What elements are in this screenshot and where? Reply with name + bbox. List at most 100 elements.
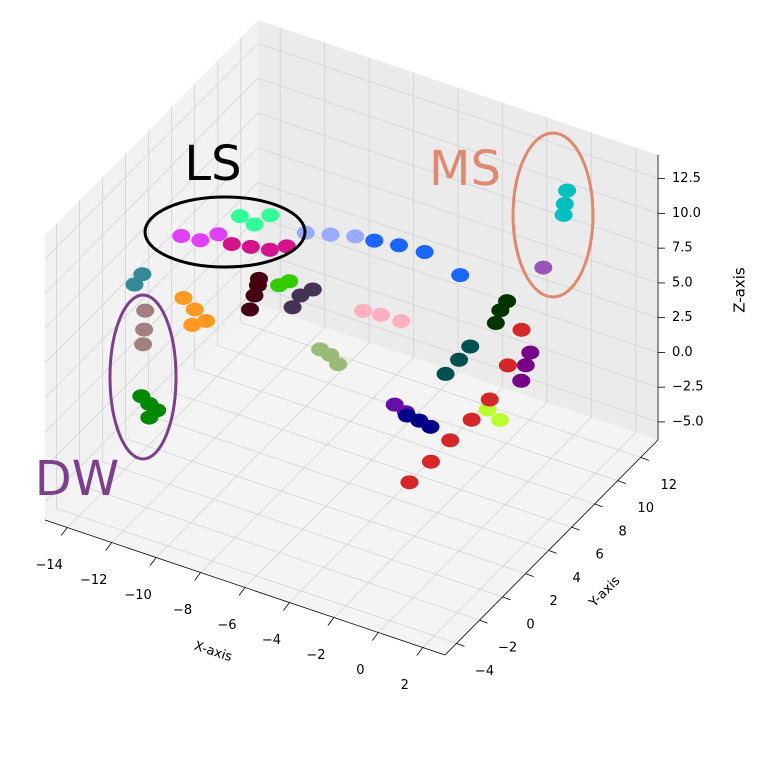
annotation-label: DW xyxy=(35,451,119,507)
annotations: LS MS DW xyxy=(35,131,595,507)
y-tick xyxy=(617,480,626,485)
point xyxy=(392,314,411,329)
y-tick-label: 0 xyxy=(526,617,534,632)
annotation-ellipse xyxy=(108,293,178,461)
annotation-ellipse xyxy=(143,195,307,269)
x-tick xyxy=(105,542,112,551)
point xyxy=(512,373,531,388)
point xyxy=(196,313,215,328)
y-tick xyxy=(502,596,511,601)
points xyxy=(125,183,577,490)
grid-line xyxy=(194,368,595,505)
point xyxy=(132,389,151,404)
x-tick xyxy=(238,587,246,596)
x-tick xyxy=(60,527,68,536)
y-tick-label: 8 xyxy=(619,524,627,539)
x-tick xyxy=(327,617,335,626)
point xyxy=(174,290,193,305)
point xyxy=(554,207,573,222)
panes xyxy=(45,20,658,655)
point xyxy=(140,410,159,425)
x-tick-label: −4 xyxy=(262,633,281,648)
point xyxy=(521,345,540,360)
point xyxy=(365,233,384,248)
point xyxy=(283,300,302,315)
point xyxy=(136,303,155,318)
grid-line xyxy=(422,432,637,648)
grid-line xyxy=(148,415,549,551)
grid xyxy=(44,27,659,648)
z-tick-label: 10.0 xyxy=(672,206,701,221)
point xyxy=(346,229,365,244)
z-axis-label: Z-axis xyxy=(731,267,749,313)
z-tick-label: −5.0 xyxy=(672,414,704,429)
x-tick-label: −12 xyxy=(80,573,107,588)
grid-line xyxy=(240,322,641,458)
point xyxy=(441,433,460,448)
z-tick-label: 12.5 xyxy=(672,171,701,186)
x-tick-label: −8 xyxy=(173,603,192,618)
z-tick-label: 2.5 xyxy=(672,310,693,325)
point xyxy=(222,237,241,252)
z-tick-label: 0.0 xyxy=(672,345,693,360)
point xyxy=(133,267,152,282)
point xyxy=(498,358,517,373)
point xyxy=(415,245,434,260)
z-tick-label: −2.5 xyxy=(672,380,704,395)
point xyxy=(436,366,455,381)
grid-line xyxy=(378,417,592,633)
x-tick-label: 0 xyxy=(356,663,364,678)
point xyxy=(491,412,510,427)
grid-line xyxy=(257,147,659,284)
x-tick-label: −10 xyxy=(124,588,151,603)
point xyxy=(329,357,348,372)
annotation-label: MS xyxy=(429,141,501,197)
grid-line xyxy=(200,357,414,573)
point xyxy=(191,233,210,248)
annotation-ellipse xyxy=(511,131,595,299)
grid-line xyxy=(125,438,526,575)
grid-line xyxy=(44,147,259,364)
point xyxy=(241,302,260,317)
grid-line xyxy=(79,484,480,621)
y-tick-label: 2 xyxy=(549,594,557,609)
point xyxy=(389,238,408,253)
y-tick xyxy=(594,503,603,508)
z-tick-label: 7.5 xyxy=(672,241,693,256)
annotation-label: LS xyxy=(184,136,241,192)
grid-line xyxy=(217,345,618,482)
axis-line xyxy=(44,519,446,656)
point xyxy=(421,454,440,469)
y-tick-label: −2 xyxy=(498,641,517,656)
point xyxy=(534,260,553,275)
pane-left xyxy=(45,20,258,520)
point xyxy=(280,274,299,289)
y-tick xyxy=(479,619,488,624)
point xyxy=(248,278,267,293)
x-tick-label: −2 xyxy=(306,648,325,663)
point xyxy=(241,239,260,254)
point xyxy=(183,317,202,332)
point xyxy=(354,303,373,318)
point xyxy=(311,342,330,357)
y-tick xyxy=(525,573,534,578)
x-axis-label: X-axis xyxy=(192,639,234,665)
grid-line xyxy=(56,507,457,644)
grid-line xyxy=(44,43,259,259)
grid-line xyxy=(257,43,659,180)
point xyxy=(558,183,577,198)
grid-line xyxy=(44,217,259,433)
point xyxy=(421,419,440,434)
point xyxy=(498,294,517,309)
grid-line xyxy=(102,461,503,598)
point xyxy=(230,209,249,224)
x-tick xyxy=(416,647,424,656)
grid-line xyxy=(171,391,572,528)
grid-line xyxy=(257,182,659,319)
grid-line xyxy=(66,312,281,528)
axis-line xyxy=(444,439,659,656)
point xyxy=(516,358,535,373)
y-tick xyxy=(640,457,649,461)
grid-line xyxy=(44,112,259,329)
